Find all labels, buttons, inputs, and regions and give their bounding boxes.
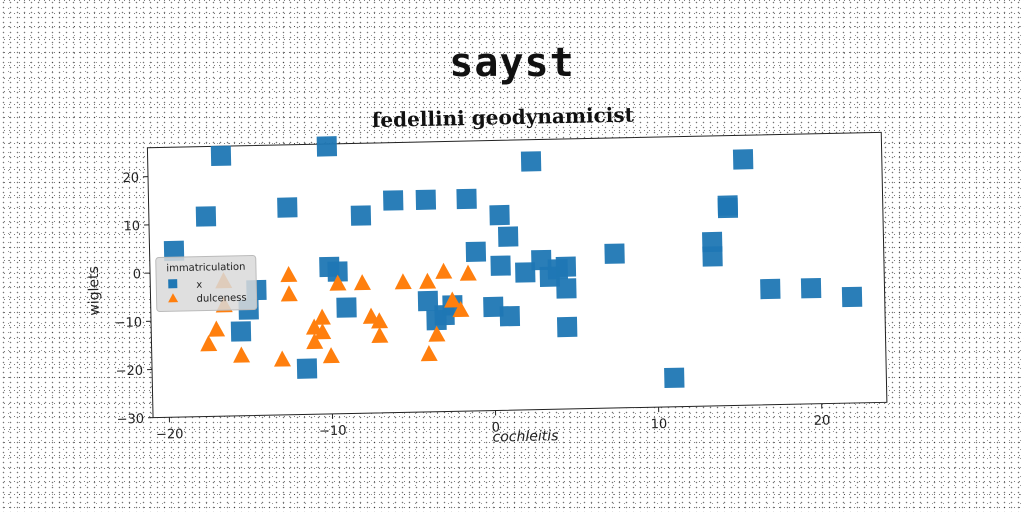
point-dulceness xyxy=(306,332,324,350)
point-x xyxy=(277,197,298,218)
point-x xyxy=(499,305,521,327)
point-x xyxy=(163,240,185,262)
point-dulceness xyxy=(452,300,470,318)
point-x xyxy=(520,151,542,172)
legend-title: immatriculation xyxy=(166,262,245,275)
point-x xyxy=(490,255,511,276)
point-x xyxy=(415,189,437,210)
point-x xyxy=(465,241,487,262)
legend: immatriculation x dulceness xyxy=(155,255,258,313)
x-tick-label: −20 xyxy=(156,427,184,443)
point-x xyxy=(336,297,357,318)
point-dulceness xyxy=(314,323,332,340)
point-x xyxy=(800,277,822,299)
legend-label-dulceness: dulceness xyxy=(196,293,246,305)
point-dulceness xyxy=(280,285,298,302)
point-x xyxy=(296,358,318,379)
y-axis: −30 −20 −10 0 10 20 xyxy=(114,171,154,428)
point-x xyxy=(210,145,232,167)
point-x xyxy=(555,256,577,277)
point-dulceness xyxy=(394,273,412,290)
point-dulceness xyxy=(200,335,218,352)
point-x xyxy=(515,262,536,283)
point-x xyxy=(230,321,252,342)
point-x xyxy=(556,278,577,299)
plot-group: fedellini geodynamicist −20 −10 0 10 20 −30−… xyxy=(86,103,888,446)
y-tick-label: −10 xyxy=(114,315,142,331)
point-x xyxy=(604,243,625,264)
point-dulceness xyxy=(444,291,462,308)
legend-marker-x xyxy=(168,279,178,289)
point-x xyxy=(531,249,552,271)
point-x xyxy=(383,190,404,211)
x-tick-label: 20 xyxy=(814,413,831,428)
point-dulceness xyxy=(428,325,446,342)
x-axis: −20 −10 0 10 20 xyxy=(156,403,831,443)
point-dulceness xyxy=(208,320,226,337)
point-x xyxy=(717,195,738,216)
point-dulceness xyxy=(329,274,347,291)
legend-marker-dulceness xyxy=(168,293,179,303)
chart-title: fedellini geodynamicist xyxy=(372,103,635,133)
x-tick-label: 0 xyxy=(492,420,501,435)
point-x xyxy=(195,206,217,227)
point-x xyxy=(417,290,439,312)
y-tick-label: −20 xyxy=(115,364,143,380)
point-dulceness xyxy=(233,346,251,363)
point-dulceness xyxy=(419,272,437,289)
y-tick-label: 10 xyxy=(123,219,140,234)
point-dulceness xyxy=(280,265,298,283)
point-x xyxy=(497,226,519,247)
y-axis-label: wiglets xyxy=(86,266,103,316)
figure-super-title: sayst xyxy=(449,40,575,86)
x-tick-label: 10 xyxy=(651,417,668,432)
point-x xyxy=(483,296,504,318)
point-dulceness xyxy=(420,345,438,362)
point-dulceness xyxy=(313,308,331,325)
point-x xyxy=(841,286,863,308)
legend-label-x: x xyxy=(196,280,202,291)
point-x xyxy=(489,204,510,226)
y-tick-label: 0 xyxy=(133,267,142,282)
data-marks xyxy=(163,136,863,389)
point-x xyxy=(732,149,754,170)
x-tick-label: −10 xyxy=(319,424,347,440)
point-x xyxy=(760,278,781,300)
point-x xyxy=(327,261,348,282)
point-dulceness xyxy=(322,347,340,364)
point-x xyxy=(350,205,372,226)
point-dulceness xyxy=(435,262,453,279)
y-tick-label: −30 xyxy=(116,412,144,428)
point-x xyxy=(556,316,578,338)
point-dulceness xyxy=(353,274,371,291)
point-x xyxy=(664,367,685,389)
point-dulceness xyxy=(371,326,389,343)
point-dulceness xyxy=(459,264,477,281)
point-dulceness xyxy=(274,350,291,367)
point-x xyxy=(702,246,723,267)
y-tick-label: 20 xyxy=(122,171,139,186)
point-dulceness xyxy=(371,312,389,329)
x-axis-label: cochleitis xyxy=(492,428,558,445)
point-x xyxy=(456,188,477,210)
point-x xyxy=(316,136,338,157)
